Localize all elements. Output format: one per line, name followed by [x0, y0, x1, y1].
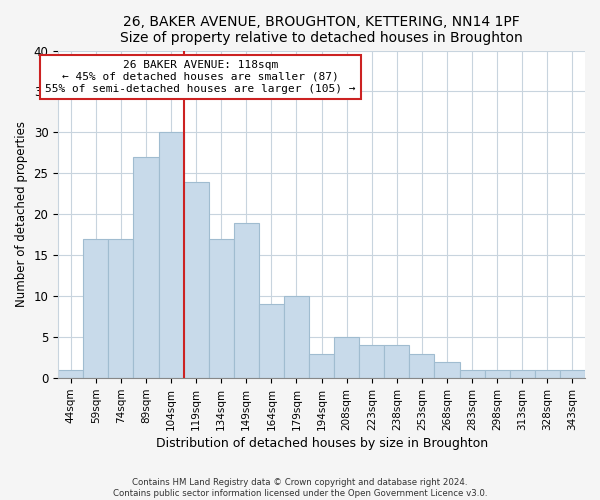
- Bar: [158, 132, 184, 378]
- Y-axis label: Number of detached properties: Number of detached properties: [15, 122, 28, 308]
- Text: 26 BAKER AVENUE: 118sqm
← 45% of detached houses are smaller (87)
55% of semi-de: 26 BAKER AVENUE: 118sqm ← 45% of detache…: [45, 60, 356, 94]
- Bar: [209, 239, 234, 378]
- Bar: [359, 346, 384, 378]
- Bar: [309, 354, 334, 378]
- X-axis label: Distribution of detached houses by size in Broughton: Distribution of detached houses by size …: [155, 437, 488, 450]
- Bar: [334, 337, 359, 378]
- Text: Contains HM Land Registry data © Crown copyright and database right 2024.
Contai: Contains HM Land Registry data © Crown c…: [113, 478, 487, 498]
- Title: 26, BAKER AVENUE, BROUGHTON, KETTERING, NN14 1PF
Size of property relative to de: 26, BAKER AVENUE, BROUGHTON, KETTERING, …: [120, 15, 523, 45]
- Bar: [384, 346, 409, 378]
- Bar: [560, 370, 585, 378]
- Bar: [109, 239, 133, 378]
- Bar: [510, 370, 535, 378]
- Bar: [133, 157, 158, 378]
- Bar: [259, 304, 284, 378]
- Bar: [535, 370, 560, 378]
- Bar: [83, 239, 109, 378]
- Bar: [409, 354, 434, 378]
- Bar: [485, 370, 510, 378]
- Bar: [434, 362, 460, 378]
- Bar: [284, 296, 309, 378]
- Bar: [460, 370, 485, 378]
- Bar: [184, 182, 209, 378]
- Bar: [234, 222, 259, 378]
- Bar: [58, 370, 83, 378]
